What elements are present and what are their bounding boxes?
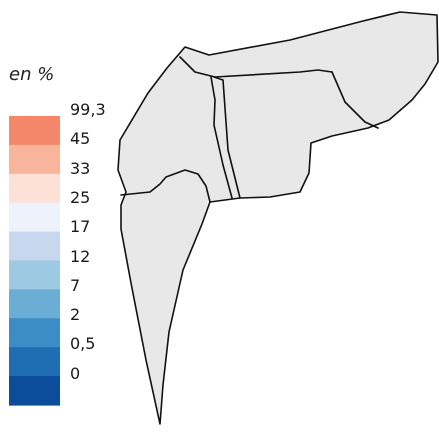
legend-swatch [9, 289, 60, 319]
legend-label: 17 [70, 217, 91, 237]
legend-swatch [9, 202, 60, 233]
legend-label: 33 [70, 158, 91, 178]
legend-swatch [9, 173, 60, 204]
legend-label: 45 [70, 129, 91, 149]
legend-label: 2 [70, 305, 81, 325]
legend-swatch [9, 116, 60, 146]
region-border-northeast [331, 71, 379, 129]
legend-label: 99,3 [70, 100, 106, 119]
legend-title: en % [9, 64, 55, 85]
legend-label: 25 [70, 187, 91, 207]
legend-swatch [9, 231, 60, 262]
region-border-north [179, 56, 333, 78]
legend-label: 0,5 [70, 334, 96, 354]
legend-swatch [9, 260, 60, 290]
legend-swatch [9, 318, 60, 348]
region-border-central-east [213, 76, 241, 199]
legend-label: 12 [70, 246, 91, 266]
region-border-central-west [210, 76, 233, 199]
legend-swatch [9, 376, 60, 406]
legend-swatch [9, 347, 60, 377]
region-border-south [120, 169, 211, 203]
legend-label: 7 [70, 275, 81, 295]
legend-label: 0 [70, 363, 81, 383]
legend-swatch [9, 144, 60, 175]
